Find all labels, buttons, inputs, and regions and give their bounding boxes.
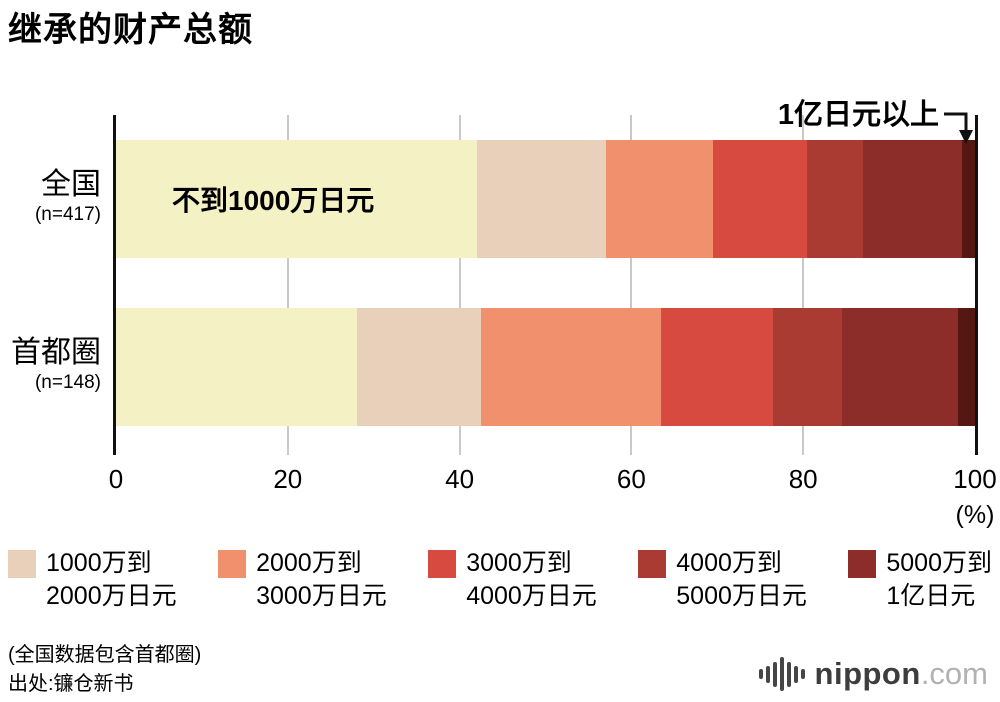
legend-swatch: [218, 550, 247, 578]
bar-segment-1: [476, 140, 606, 258]
bar-nationwide: 不到1000万日元: [116, 140, 975, 258]
chart-body: 全国 (n=417) 首都圈 (n=148) 不到1000万日元 (%) 0 20…: [0, 115, 1000, 529]
bar-segment-5: [841, 308, 958, 426]
legend-label: 3000万到 4000万日元: [466, 549, 597, 610]
gridline: [458, 115, 461, 455]
bar-segment-2: [605, 140, 713, 258]
x-tick-label: 40: [445, 464, 475, 494]
series-name: 全国: [41, 168, 101, 201]
x-tick-label: 20: [273, 464, 303, 494]
gridline: [802, 115, 805, 455]
legend-item: 2000万到 3000万日元: [218, 547, 387, 613]
legend-label: 1000万到 2000万日元: [46, 549, 177, 610]
plot-area: 不到1000万日元 (%) 0 20 40 60 80 100: [109, 115, 997, 529]
series-sample-size: (n=417): [34, 204, 101, 225]
x-axis: (%) 0 20 40 60 80 100: [109, 464, 997, 540]
x-tick-label: 60: [616, 464, 646, 494]
soundwave-icon: [758, 657, 805, 691]
bar-segment-3: [661, 308, 774, 426]
bar-segment-4: [807, 140, 864, 258]
annotation-arrow-icon: [944, 112, 973, 144]
bar-segment-6: [962, 140, 975, 258]
x-tick-label: 100: [953, 464, 997, 494]
series-name: 首都圈: [11, 336, 101, 369]
footnote-scope: (全国数据包含首都圈): [8, 644, 202, 666]
legend: 1000万到 2000万日元 2000万到 3000万日元 3000万到 4000万日元 4…: [8, 547, 992, 613]
gridline: [286, 115, 289, 455]
y-axis-labels: 全国 (n=417) 首都圈 (n=148): [0, 115, 113, 455]
footnotes: (全国数据包含首都圈) 出处:镰仓新书: [8, 641, 201, 699]
bar-segment-2: [481, 308, 662, 426]
logo-suffix: .com: [920, 656, 988, 691]
row-label-nationwide: 全国 (n=417): [35, 167, 101, 227]
legend-item: 5000万到 1亿日元: [848, 547, 992, 613]
bar-segment-3: [712, 140, 808, 258]
x-tick-label: 0: [108, 464, 124, 494]
bar-segment-5: [863, 140, 963, 258]
bar-metropolitan: [116, 308, 975, 426]
series-sample-size: (n=148): [34, 372, 101, 393]
bar-segment-4: [773, 308, 842, 426]
legend-label: 4000万到 5000万日元: [676, 549, 807, 610]
logo-wordmark: nippon.com: [815, 656, 988, 692]
x-axis-unit: (%): [955, 501, 995, 529]
annotation-over-100m: 1亿日元以上: [778, 100, 980, 146]
bar-segment-0: [116, 140, 477, 258]
legend-item: 3000万到 4000万日元: [428, 547, 597, 613]
legend-label: 5000万到 1亿日元: [886, 549, 992, 610]
annotation-label: 1亿日元以上: [777, 99, 939, 131]
gridline: [630, 115, 633, 455]
legend-swatch: [428, 550, 457, 578]
legend-label: 2000万到 3000万日元: [256, 549, 387, 610]
x-tick-label: 80: [788, 464, 818, 494]
legend-item: 4000万到 5000万日元: [638, 547, 807, 613]
nippon-logo: nippon.com: [758, 652, 988, 696]
legend-swatch: [8, 550, 36, 578]
row-label-metropolitan: 首都圈 (n=148): [11, 335, 101, 395]
legend-swatch: [638, 550, 667, 578]
bar-segment-1: [356, 308, 482, 426]
chart-title: 继承的财产总额: [8, 11, 253, 49]
inbar-label-under-10m: 不到1000万日元: [172, 185, 375, 216]
logo-text: nippon: [814, 656, 921, 691]
legend-item: 1000万到 2000万日元: [8, 547, 177, 613]
bar-segment-0: [116, 308, 357, 426]
bar-segment-6: [957, 308, 975, 426]
footnote-source: 出处:镰仓新书: [8, 673, 134, 695]
legend-swatch: [848, 550, 877, 578]
